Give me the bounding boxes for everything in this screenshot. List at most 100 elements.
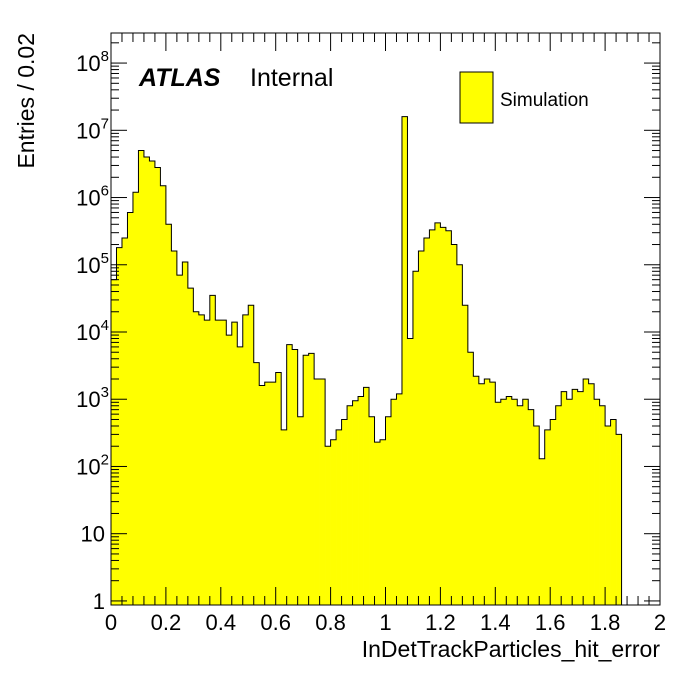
- histogram-bin: [396, 393, 403, 605]
- y-tick-label: 103: [76, 384, 109, 412]
- histogram-bin: [182, 261, 189, 605]
- histogram-bin: [138, 150, 145, 606]
- histogram-bin: [429, 229, 436, 605]
- histogram-bin: [478, 383, 485, 605]
- histogram-bin: [325, 446, 331, 605]
- histogram-bin: [198, 314, 205, 605]
- histogram-bin: [336, 429, 342, 605]
- histogram-bin: [577, 391, 584, 605]
- histogram-bin: [418, 251, 425, 606]
- histogram-bin: [314, 378, 320, 605]
- histogram-bin: [484, 378, 491, 605]
- x-tick-label: 1: [379, 610, 391, 635]
- histogram-bin: [281, 429, 288, 605]
- histogram-bin: [462, 305, 469, 605]
- histogram-bin: [341, 419, 348, 605]
- x-tick-label: 0.8: [315, 610, 346, 635]
- histogram-bin: [226, 335, 233, 605]
- histogram-bin: [127, 212, 134, 605]
- histogram-bin: [594, 399, 600, 605]
- histogram-bin: [297, 416, 304, 605]
- histogram-bin: [132, 192, 139, 605]
- y-tick-label: 107: [76, 115, 109, 143]
- histogram-bin: [610, 419, 617, 605]
- histogram-bin: [154, 167, 161, 605]
- histogram-bin: [533, 425, 540, 605]
- histogram-bin: [358, 396, 364, 605]
- histogram-bin: [380, 439, 386, 605]
- histogram-bin: [176, 275, 183, 605]
- histogram-bin: [121, 238, 128, 605]
- histogram-bin: [275, 372, 282, 605]
- histogram-bin: [390, 399, 397, 605]
- histogram-bin: [237, 346, 244, 605]
- histogram-bin: [566, 399, 573, 605]
- histogram-bin: [616, 434, 622, 605]
- histogram-bin: [583, 378, 589, 605]
- histogram-bin: [555, 405, 562, 605]
- y-tick-label: 106: [76, 183, 109, 211]
- histogram-bin: [149, 160, 156, 605]
- histogram-bin: [165, 224, 172, 606]
- histogram-bin: [259, 385, 266, 605]
- histogram-bin: [473, 376, 480, 605]
- histogram-bin: [308, 353, 315, 605]
- axis-ticks: [110, 33, 661, 605]
- histogram-bin: [423, 238, 430, 605]
- y-tick-label: 105: [76, 250, 109, 278]
- histogram-bin: [242, 314, 249, 605]
- histogram-outline: [110, 116, 623, 605]
- legend-label-simulation: Simulation: [500, 90, 589, 111]
- histogram-bin: [500, 399, 507, 605]
- histogram-bin: [385, 416, 392, 605]
- histogram-bin: [215, 320, 222, 605]
- histogram-bin: [539, 458, 546, 605]
- histogram-bin: [286, 344, 293, 605]
- y-tick-label: 102: [76, 451, 109, 479]
- histogram-bin: [160, 185, 167, 605]
- histogram-bin: [599, 405, 606, 605]
- histogram-bin: [467, 352, 474, 605]
- x-tick-label: 1.2: [425, 610, 456, 635]
- histogram-bin: [550, 419, 557, 605]
- histogram-bin: [495, 402, 502, 605]
- atlas-status-label: Internal: [250, 64, 333, 92]
- histogram-bin: [434, 222, 441, 606]
- histogram-bin: [220, 320, 227, 605]
- histogram-bin: [445, 230, 452, 606]
- histogram-bin: [456, 264, 463, 605]
- histogram-bin: [330, 439, 337, 605]
- histogram-bin: [506, 396, 513, 605]
- y-tick-label: 10: [81, 522, 105, 547]
- histogram-bin: [253, 362, 260, 605]
- x-tick-label: 1.8: [590, 610, 621, 635]
- histogram-bin: [292, 349, 299, 605]
- histogram-bin: [451, 244, 458, 605]
- histogram-bin: [352, 400, 359, 605]
- x-axis-title: InDetTrackParticles_hit_error: [362, 636, 661, 662]
- histogram-bin: [116, 247, 123, 605]
- histogram-bin: [440, 227, 447, 606]
- x-tick-label: 1.4: [480, 610, 511, 635]
- histogram-bin: [605, 425, 611, 605]
- histogram-bin: [544, 429, 551, 605]
- histogram-bin: [209, 295, 216, 605]
- histogram-bin: [111, 279, 117, 605]
- histogram-bin: [143, 157, 150, 606]
- histogram-bin: [187, 288, 194, 605]
- histogram-bin: [264, 382, 271, 605]
- histogram-bin: [489, 382, 496, 605]
- x-tick-label: 0.6: [260, 610, 291, 635]
- histogram-bin: [572, 389, 578, 605]
- x-tick-label: 1.6: [535, 610, 566, 635]
- histogram-bin: [363, 387, 370, 605]
- y-tick-label: 1: [93, 589, 105, 614]
- tick-labels: 0 0.2 0.4 0.6 0.8 1 1.2 1.4 1.6 1.8 2 1 10 102 103 104 1…: [76, 48, 666, 635]
- y-tick-label: 108: [76, 48, 109, 76]
- histogram-bin: [511, 399, 518, 605]
- histogram-bin: [270, 382, 277, 605]
- x-tick-label: 0.2: [151, 610, 182, 635]
- histogram-bin: [528, 409, 535, 605]
